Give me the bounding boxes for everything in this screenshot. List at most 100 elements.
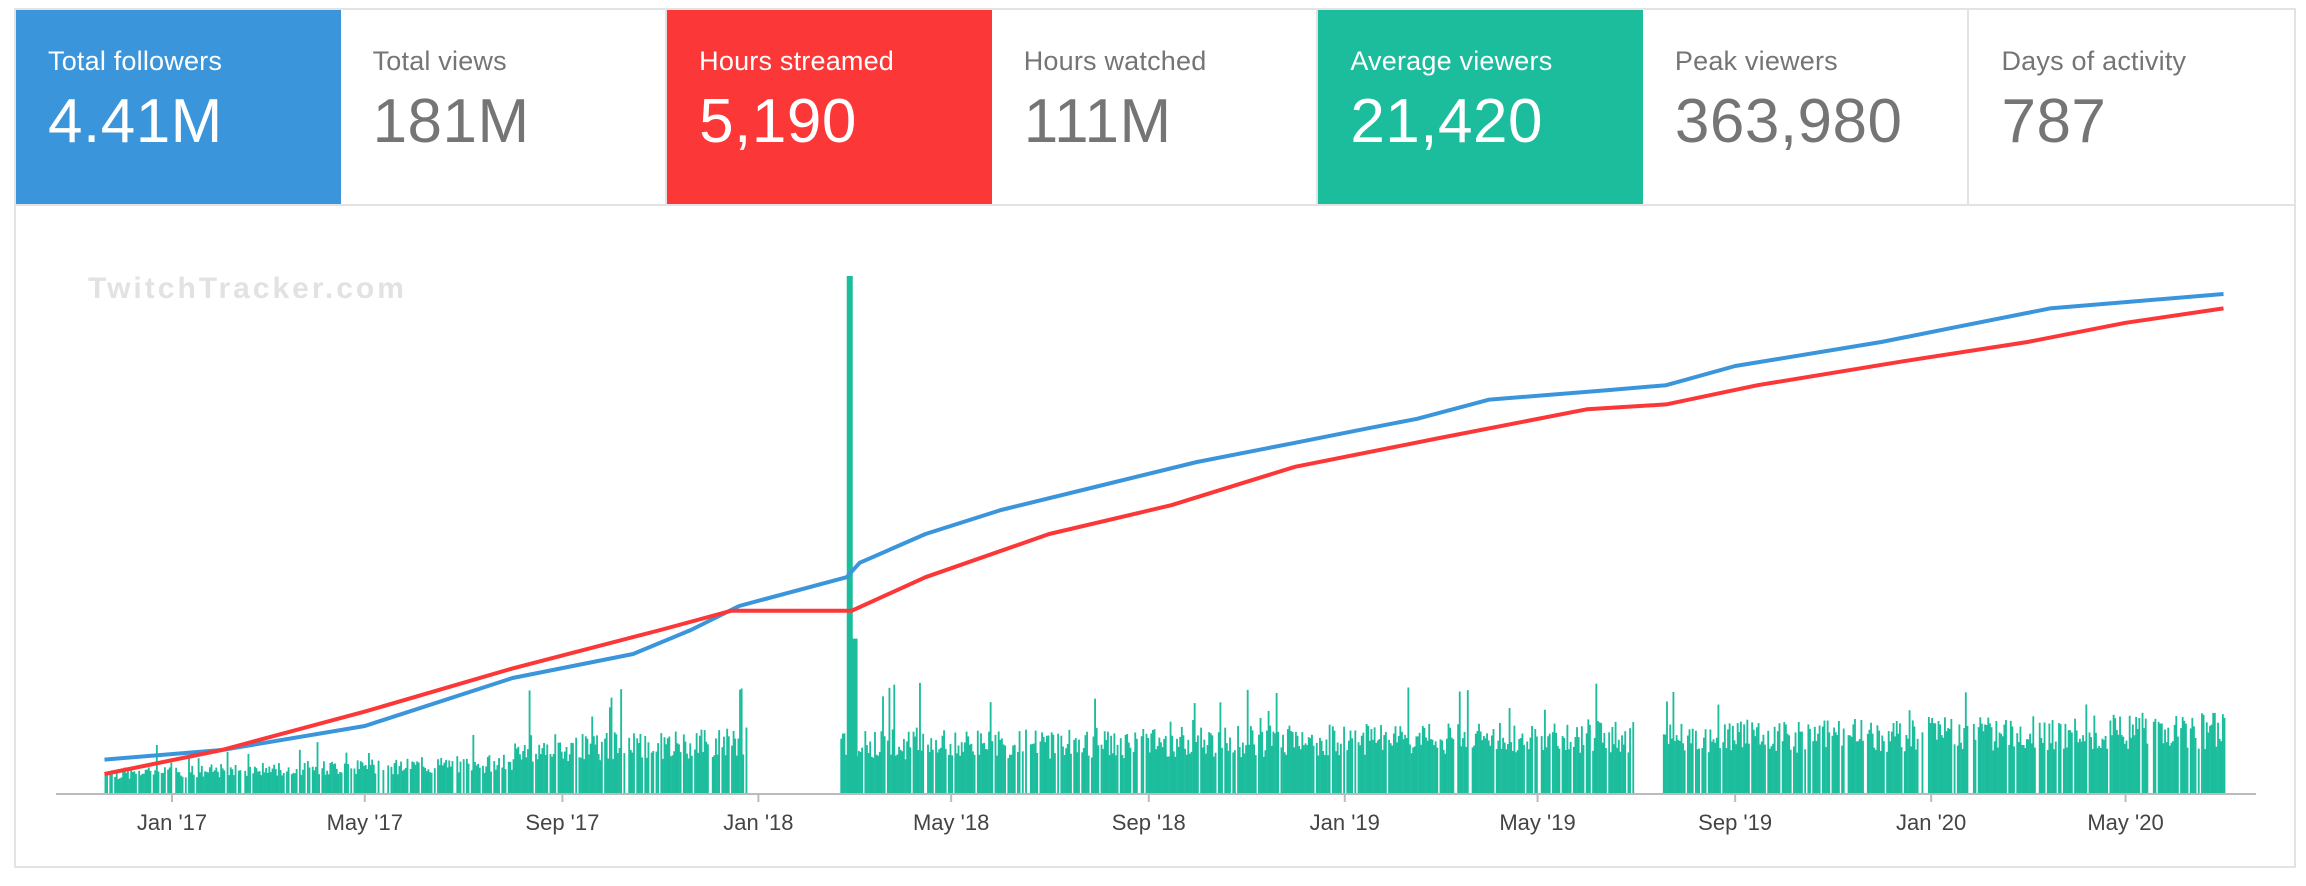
- viewer-bar: [1741, 747, 1744, 794]
- viewer-bar: [676, 743, 679, 794]
- viewer-bar: [295, 769, 298, 794]
- viewer-bar: [313, 770, 316, 794]
- viewer-bar: [1012, 745, 1015, 794]
- viewer-bar: [1179, 736, 1182, 794]
- viewer-bar: [1601, 742, 1604, 794]
- viewer-bar: [1266, 730, 1268, 794]
- viewer-bar: [1140, 736, 1143, 794]
- viewer-bar: [1574, 736, 1577, 794]
- viewer-bar: [1354, 730, 1357, 794]
- viewer-bar: [1327, 755, 1329, 794]
- viewer-bar: [1582, 744, 1585, 794]
- viewer-bar: [857, 750, 860, 794]
- viewer-bar: [1707, 752, 1710, 794]
- viewer-bar: [920, 750, 923, 794]
- viewer-bar: [2201, 713, 2203, 794]
- stat-average-viewers[interactable]: Average viewers 21,420: [1318, 10, 1643, 204]
- viewer-bar: [1282, 734, 1284, 794]
- viewer-bar: [1944, 717, 1946, 794]
- stat-peak-viewers[interactable]: Peak viewers 363,980: [1643, 10, 1970, 204]
- viewer-bar: [1176, 738, 1178, 794]
- viewer-bar: [127, 770, 129, 794]
- viewer-bar: [538, 744, 541, 794]
- viewer-bar: [973, 754, 976, 794]
- viewer-bar: [1728, 723, 1731, 794]
- viewer-bar: [663, 737, 666, 794]
- x-tick-label: May '20: [2087, 810, 2163, 835]
- viewer-bar: [404, 767, 407, 794]
- stat-days-of-activity[interactable]: Days of activity 787: [1969, 10, 2294, 204]
- viewer-bar: [594, 744, 597, 794]
- viewer-bar: [1580, 726, 1583, 794]
- viewer-bar: [1731, 725, 1734, 794]
- viewer-bar: [245, 775, 248, 794]
- viewer-bars: [104, 276, 2226, 794]
- x-tick-label: Jan '17: [137, 810, 207, 835]
- viewer-bar: [1778, 723, 1781, 794]
- viewer-bar: [1219, 702, 1222, 794]
- viewer-bar: [984, 749, 987, 794]
- stat-total-followers[interactable]: Total followers 4.41M: [16, 10, 341, 204]
- viewer-bar: [1004, 745, 1007, 794]
- viewer-bar: [266, 772, 269, 794]
- viewer-bar: [515, 748, 518, 794]
- viewer-bar: [1492, 729, 1495, 794]
- viewer-bar: [1558, 748, 1561, 794]
- viewer-bar: [907, 731, 910, 794]
- viewer-bar: [1155, 749, 1158, 794]
- stat-hours-streamed[interactable]: Hours streamed 5,190: [667, 10, 992, 204]
- viewer-bar: [1609, 752, 1612, 794]
- viewer-bar: [1439, 739, 1442, 794]
- viewer-bar: [678, 744, 680, 794]
- viewer-bar: [478, 767, 481, 794]
- stat-total-views[interactable]: Total views 181M: [341, 10, 668, 204]
- viewer-bar: [718, 730, 721, 794]
- viewer-bar: [1309, 738, 1312, 794]
- viewer-bar: [1441, 740, 1444, 794]
- viewer-bar: [1947, 728, 1950, 794]
- viewer-bar: [421, 757, 423, 794]
- viewer-bar: [483, 772, 486, 794]
- viewer-bar: [2064, 723, 2067, 794]
- viewer-bar: [1629, 728, 1631, 794]
- viewer-bar: [559, 742, 562, 794]
- viewer-bar: [192, 774, 195, 794]
- viewer-bar: [1070, 753, 1072, 794]
- viewer-bar: [2112, 714, 2115, 794]
- viewer-bar: [668, 736, 671, 794]
- viewer-bar: [353, 768, 356, 794]
- stat-hours-watched[interactable]: Hours watched 111M: [992, 10, 1319, 204]
- viewer-bar: [229, 767, 232, 794]
- viewer-bar: [647, 742, 650, 794]
- viewer-bar: [1076, 752, 1079, 794]
- viewer-bar: [1100, 744, 1103, 794]
- viewer-bar: [1375, 742, 1378, 794]
- viewer-bar: [369, 764, 372, 794]
- viewer-bar: [1057, 733, 1060, 794]
- viewer-bar: [1359, 745, 1362, 794]
- viewer-bar: [1182, 735, 1185, 794]
- viewer-bar: [1192, 719, 1194, 794]
- viewer-bar: [1184, 748, 1186, 794]
- viewer-bar: [976, 730, 979, 794]
- viewer-bar: [1349, 730, 1352, 794]
- viewer-bar: [184, 777, 187, 794]
- viewer-bar: [117, 779, 120, 794]
- viewer-bar: [1545, 747, 1548, 794]
- trend-lines: [104, 292, 2224, 776]
- viewer-bar: [1990, 727, 1993, 794]
- viewer-bar: [944, 748, 947, 794]
- viewer-bar: [1894, 736, 1897, 794]
- viewer-bar: [1746, 719, 1749, 794]
- viewer-bar: [1611, 726, 1614, 794]
- viewer-bar: [1988, 723, 1991, 794]
- viewer-bar: [543, 743, 545, 794]
- viewer-bar: [1675, 735, 1678, 794]
- viewer-bar: [1828, 732, 1831, 794]
- viewer-bar: [535, 753, 537, 794]
- viewer-bar: [869, 741, 872, 794]
- viewer-bar: [350, 768, 353, 794]
- viewer-bar: [263, 772, 266, 794]
- viewer-bar: [2024, 748, 2027, 794]
- viewer-bar: [670, 756, 672, 794]
